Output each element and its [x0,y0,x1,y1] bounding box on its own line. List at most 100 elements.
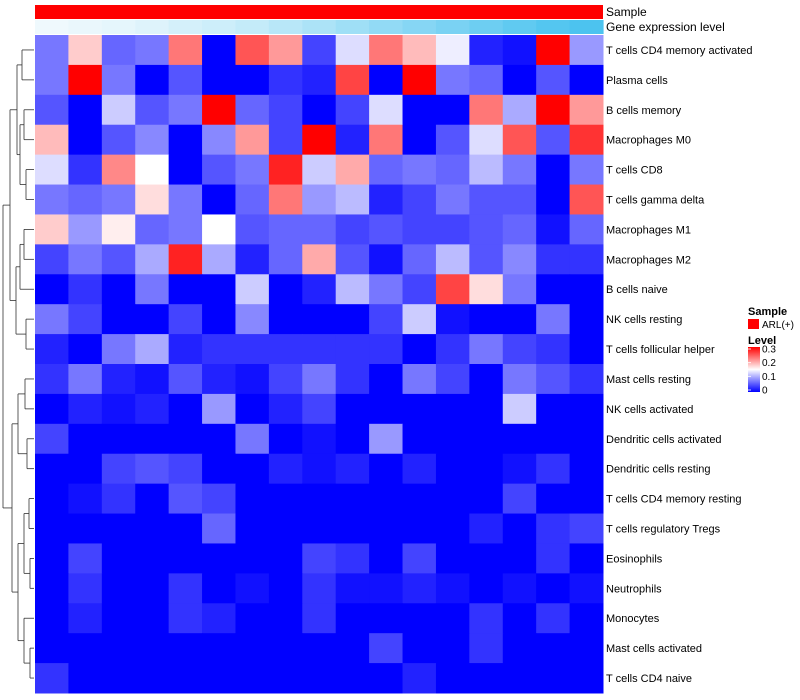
heatmap-cell [35,214,69,245]
heatmap-cell [235,304,270,335]
heatmap-cell [168,124,203,156]
heatmap-cell [302,393,337,425]
heatmap-cell [268,573,303,604]
heatmap-cell [302,633,337,664]
legend-level-tick: 0.1 [762,372,776,383]
heatmap-cell [335,364,370,395]
heatmap-cell [135,663,170,694]
heatmap-cell [369,124,404,156]
legend-sample-swatch [748,319,759,329]
heatmap-cell [536,543,571,574]
heatmap-cell [68,184,103,215]
annotation-level-cell [302,20,337,34]
heatmap-cell [536,64,571,96]
heatmap-cell [536,633,571,664]
heatmap-cell [469,64,504,96]
heatmap-cell [302,573,337,604]
heatmap-cell [402,663,437,694]
heatmap-cell [168,663,203,694]
heatmap-cell [302,64,337,96]
heatmap-cell [536,663,571,694]
heatmap-cell [68,603,103,634]
heatmap-cell [536,364,571,395]
annotation-level-cell [469,20,504,34]
heatmap-cell [335,64,370,96]
legend-level-title: Level [748,335,776,347]
heatmap-cell [68,543,103,574]
heatmap-cell [202,244,236,275]
row-label: T cells gamma delta [606,195,705,207]
heatmap-cell [35,94,69,126]
heatmap-cell [135,543,170,574]
row-dendrogram [2,49,34,679]
heatmap-cell [268,244,303,275]
heatmap-cell [435,573,470,604]
heatmap-cell [536,184,571,215]
heatmap-cell [469,214,504,245]
heatmap-cell [402,94,437,126]
heatmap-cell [335,573,370,604]
heatmap-cell [502,513,537,544]
heatmap-cell [402,603,437,634]
heatmap-cell [202,543,236,574]
heatmap-cell [335,214,370,245]
heatmap-cell [402,364,437,395]
heatmap-cell [135,483,170,515]
heatmap-cell [101,513,136,544]
heatmap-cell [68,274,103,305]
heatmap-cell [502,393,537,425]
heatmap-cell [502,124,537,156]
heatmap-cell [101,154,136,186]
heatmap-cell [235,94,270,126]
heatmap-cell [268,184,303,215]
heatmap-cell [469,483,504,515]
heatmap-cell [168,603,203,634]
heatmap-cell [235,364,270,395]
heatmap-cell [569,483,604,515]
heatmap-cell [569,124,604,156]
heatmap-cells [35,35,604,694]
heatmap-cell [35,35,69,66]
heatmap-cell [469,393,504,425]
row-label: B cells naive [606,284,668,296]
heatmap-cell [68,483,103,515]
heatmap-cell [68,64,103,96]
heatmap-cell [369,543,404,574]
heatmap-cell [335,663,370,694]
legend-level-tick: 0 [762,386,768,397]
heatmap-cell [502,453,537,485]
heatmap-cell [202,214,236,245]
heatmap-cell [168,214,203,245]
heatmap-cell [502,94,537,126]
heatmap-cell [35,603,69,634]
heatmap-cell [302,274,337,305]
heatmap-cell [35,334,69,365]
heatmap-cell [335,244,370,275]
heatmap-cell [502,304,537,335]
annotation-level-cell [235,20,270,34]
heatmap-cell [68,513,103,544]
heatmap-cell [536,393,571,425]
heatmap-cell [369,453,404,485]
heatmap-cell [101,633,136,664]
heatmap-cell [536,603,571,634]
heatmap-cell [536,483,571,515]
heatmap-cell [235,244,270,275]
heatmap-cell [402,35,437,66]
heatmap-cell [268,64,303,96]
heatmap-cell [168,453,203,485]
annotation-level-cell [335,20,370,34]
heatmap-cell [402,154,437,186]
heatmap-cell [402,423,437,455]
heatmap-cell [68,334,103,365]
heatmap-cell [302,244,337,275]
heatmap-cell [402,304,437,335]
heatmap-cell [135,94,170,126]
heatmap-cell [469,364,504,395]
heatmap-cell [536,423,571,455]
heatmap-cell [68,214,103,245]
heatmap-cell [68,94,103,126]
heatmap-cell [168,334,203,365]
heatmap-cell [335,483,370,515]
